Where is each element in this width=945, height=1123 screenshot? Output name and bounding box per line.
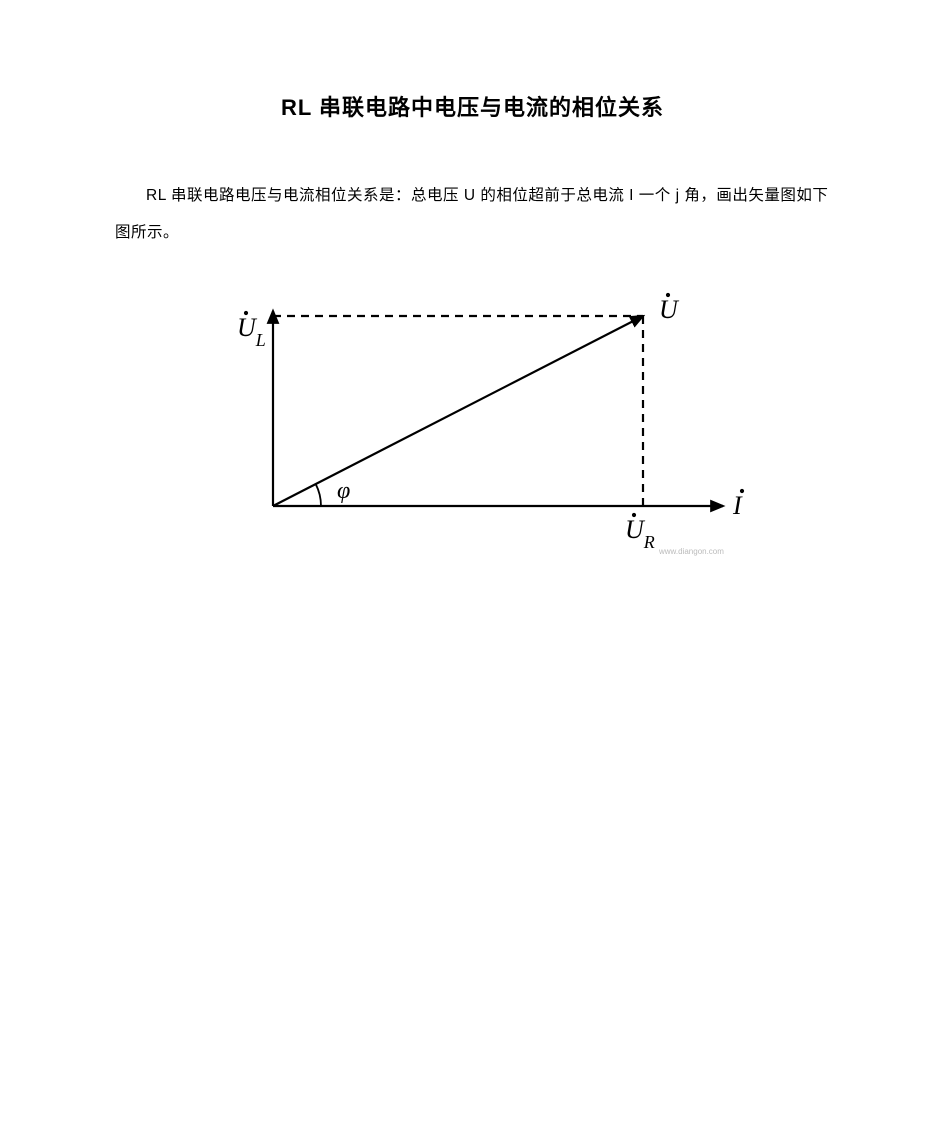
label-I: I [732, 489, 744, 520]
phasor-diagram: UL U I UR φ www.diangon.com [193, 276, 753, 576]
svg-text:UR: UR [625, 515, 655, 552]
svg-text:I: I [732, 491, 743, 520]
intro-paragraph: RL 串联电路电压与电流相位关系是：总电压 U 的相位超前于总电流 I 一个 j… [115, 177, 830, 251]
page-content: RL 串联电路中电压与电流的相位关系 RL 串联电路电压与电流相位关系是：总电压… [0, 0, 945, 576]
watermark: www.diangon.com [658, 547, 724, 556]
svg-text:U: U [659, 295, 680, 324]
label-phi: φ [337, 478, 350, 504]
label-U: U [659, 293, 680, 324]
label-UL: UL [237, 311, 266, 350]
phasor-diagram-wrap: UL U I UR φ www.diangon.com [115, 276, 830, 576]
page-title: RL 串联电路中电压与电流的相位关系 [115, 90, 830, 122]
svg-text:UL: UL [237, 313, 266, 350]
label-UR: UR [625, 513, 655, 552]
